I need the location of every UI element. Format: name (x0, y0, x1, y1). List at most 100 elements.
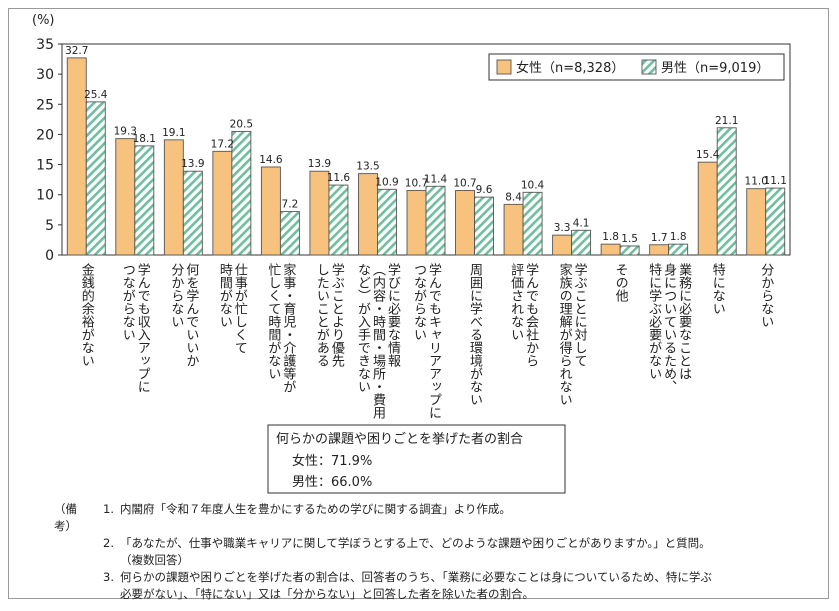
data-label: 10.7 (453, 177, 476, 189)
category-label: つながらない (120, 263, 136, 341)
category-label: 特に学ぶ必要がない (646, 263, 662, 380)
note-text: 何らかの課題や困りごとを挙げた者の割合は、回答者のうち、「業務に必要なことは身に… (120, 570, 712, 584)
data-label: 17.2 (211, 138, 234, 150)
bar-female (552, 234, 573, 256)
y-unit-label: (%) (32, 13, 55, 28)
data-label: 7.2 (282, 199, 299, 211)
data-label: 10.9 (375, 176, 398, 188)
note-text: 必要がない」、「特にない」又は「分からない」と回答した者を除いた者の割合。 (120, 587, 534, 601)
category-label: 学ぶことより優先 (329, 262, 345, 368)
note-number: 3. (103, 570, 114, 584)
category-label: 学んでもキャリアアップに (426, 262, 442, 419)
y-tick-label: 10 (36, 188, 54, 204)
category-label: 学びに必要な情報 (385, 262, 401, 367)
bar-male (231, 130, 252, 256)
data-label: 10.7 (405, 177, 428, 189)
bar-male (765, 187, 786, 256)
summary-box (267, 424, 566, 494)
bar-male (619, 245, 640, 256)
note-number (94, 552, 120, 569)
bar-male (668, 243, 689, 256)
legend-swatch-female (496, 59, 512, 75)
bar-female (649, 244, 670, 256)
bar-female (406, 190, 427, 256)
y-tick-label: 5 (45, 218, 54, 234)
data-label: 1.5 (621, 233, 638, 245)
data-label: 13.5 (356, 161, 379, 173)
category-label: 身についているため、 (661, 262, 677, 393)
bar-male (134, 145, 155, 256)
data-label: 11.4 (424, 173, 448, 185)
data-label: 8.4 (505, 191, 522, 203)
bar-male (279, 211, 300, 256)
data-label: 10.4 (521, 179, 545, 191)
note-text: （複数回答） (120, 553, 189, 567)
data-label: 20.5 (230, 118, 253, 130)
legend-swatch-male (641, 59, 657, 75)
category-label: 学んでも会社から (523, 262, 539, 367)
note-row: 2. 「あなたが、仕事や職業キャリアに関して学ぼうとする上で、どのような課題や困… (54, 535, 824, 552)
bar-male (182, 170, 203, 256)
y-tick-label: 0 (45, 248, 54, 264)
bar-male (425, 185, 446, 256)
summary-female: 女性：71.9% (292, 453, 372, 469)
category-label: 業務に必要なことは (676, 262, 692, 380)
data-label: 19.3 (114, 126, 137, 138)
y-tick-label: 20 (36, 127, 54, 143)
notes-header: （備考） (54, 502, 77, 533)
category-label: 時間がない (217, 263, 233, 328)
data-label: 13.9 (308, 158, 331, 170)
notes: （備考） 1. 内閣府「令和７年度人生を豊かにするための学びに関する調査」より作… (54, 501, 824, 603)
data-label: 32.7 (65, 45, 88, 57)
category-label: 学ぶことに対して (572, 262, 588, 367)
data-label: 4.1 (573, 217, 590, 229)
bar-female (697, 161, 718, 256)
category-label: 周囲に学べる環境がない (467, 263, 483, 406)
note-row: 必要がない」、「特にない」又は「分からない」と回答した者を除いた者の割合。 (54, 586, 824, 603)
note-number: 2. (103, 536, 114, 550)
bar-male (716, 127, 737, 256)
category-label: 忙しくて時間がない (265, 263, 281, 380)
bar-female (455, 190, 475, 256)
data-label: 13.9 (181, 158, 204, 170)
bar-female (260, 166, 281, 256)
bar-male (522, 191, 543, 256)
note-text: 「あなたが、仕事や職業キャリアに関して学ぼうとする上で、どのような課題や困りごと… (120, 536, 711, 550)
category-label: 分からない (168, 263, 184, 328)
category-label: 特にない (710, 263, 726, 315)
bar-chart: 0 5 10 15 20 25 30 35 (%) 32.7 25.4 金銭的余裕がない 19.318… (32, 13, 791, 494)
category-label: 評価されない (508, 263, 524, 341)
bar-male (377, 188, 397, 256)
bar-female (600, 243, 621, 256)
data-label: 11.6 (327, 172, 351, 184)
bar-male (474, 196, 494, 256)
y-tick-label: 30 (36, 67, 54, 83)
data-label: 15.4 (696, 149, 720, 161)
y-tick-label: 25 (36, 97, 54, 113)
note-number (94, 586, 120, 603)
legend (488, 53, 785, 81)
bar-female (163, 139, 184, 256)
data-label: 1.8 (670, 231, 687, 243)
note-row: （備考） 1. 内閣府「令和７年度人生を豊かにするための学びに関する調査」より作… (54, 501, 824, 535)
category-label: など）が入手できない (355, 263, 371, 393)
y-tick-label: 35 (36, 37, 54, 53)
category-label: つながらない (411, 263, 427, 341)
category-label: （内容・時間・場所・費用 (370, 263, 386, 420)
bar-male (85, 101, 106, 256)
summary-male: 男性：66.0% (292, 475, 372, 490)
data-label: 14.6 (259, 154, 283, 166)
category-label: 家事・育児・介護等が (280, 262, 296, 393)
category-label: 金銭的余裕がない (79, 262, 95, 367)
note-row: （複数回答） (54, 552, 824, 569)
data-label: 11.1 (764, 175, 787, 187)
data-label: 1.8 (602, 231, 619, 243)
data-label: 11.0 (745, 176, 768, 188)
bar-female (212, 150, 233, 256)
category-label: したいことがある (314, 263, 330, 367)
y-tick-label: 15 (36, 158, 54, 174)
category-label: 分からない (758, 263, 774, 328)
data-label: 3.3 (554, 222, 571, 234)
data-label: 19.1 (162, 127, 185, 139)
bar-male (571, 229, 592, 256)
